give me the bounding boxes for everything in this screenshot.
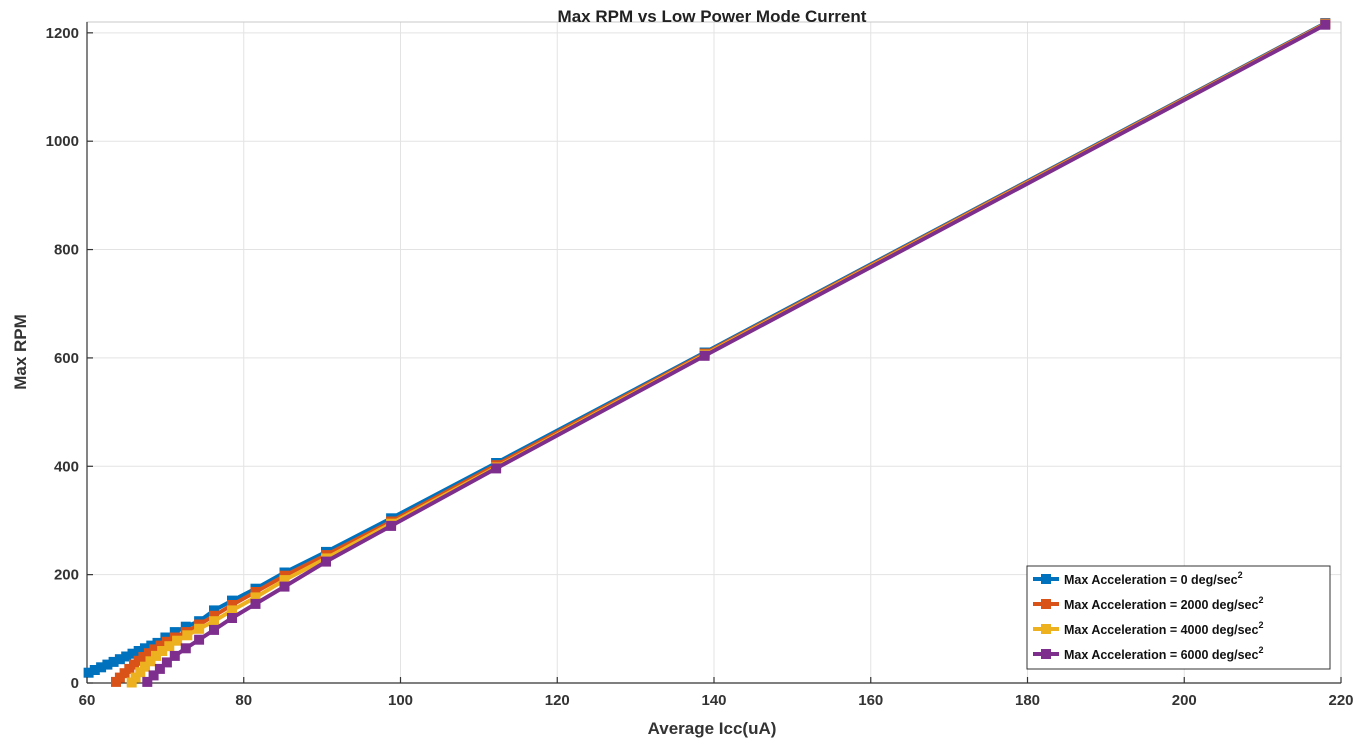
data-point (114, 654, 125, 665)
data-point (227, 600, 237, 610)
y-axis-label: Max RPM (11, 314, 30, 390)
y-tick-label: 0 (71, 675, 79, 692)
data-point (155, 640, 166, 651)
legend-label-main: Max Acceleration = 6000 deg/sec (1064, 648, 1258, 662)
data-point (250, 592, 261, 603)
data-point (108, 656, 119, 667)
data-point (135, 667, 146, 678)
data-point (83, 667, 94, 678)
data-point (699, 350, 710, 361)
data-point (154, 663, 165, 674)
data-point (133, 646, 144, 656)
data-point (279, 581, 290, 592)
data-point (386, 520, 397, 531)
x-tick-label: 120 (545, 692, 570, 709)
legend-label: Max Acceleration = 2000 deg/sec2 (1064, 595, 1263, 612)
data-point (157, 646, 168, 656)
data-point (121, 651, 132, 662)
legend-label-superscript: 2 (1238, 570, 1243, 580)
ticks-layer: 60 80 100 120 140 160 180 200 220 0 200 400 600 800 10… (46, 25, 1354, 709)
legend-entry: Max Acceleration = 6000 deg/sec2 (1033, 645, 1263, 662)
x-tick-label: 100 (388, 692, 413, 709)
data-point (209, 605, 219, 616)
data-point (127, 648, 138, 659)
data-point (169, 627, 180, 638)
legend-marker (1041, 649, 1051, 659)
data-point (209, 616, 219, 627)
x-tick-label: 220 (1328, 692, 1353, 709)
data-point (227, 613, 237, 623)
x-tick-label: 160 (858, 692, 883, 709)
data-point (164, 641, 175, 652)
x-tick-label: 140 (701, 692, 726, 709)
legend-marker (1041, 599, 1051, 609)
data-point (89, 665, 100, 675)
data-point (250, 587, 261, 597)
data-point (182, 630, 193, 641)
data-point (142, 676, 153, 687)
legend-box (1026, 565, 1331, 670)
y-tick-label: 400 (54, 458, 79, 475)
data-point (180, 621, 191, 632)
data-point (161, 657, 172, 668)
data-point (194, 623, 205, 634)
y-tick-label: 200 (54, 567, 79, 584)
legend-label: Max Acceleration = 6000 deg/sec2 (1064, 645, 1263, 662)
x-tick-label: 80 (235, 692, 252, 709)
data-point (102, 659, 113, 670)
y-tick-label: 800 (54, 242, 79, 259)
data-point (138, 652, 149, 662)
legend-label: Max Acceleration = 4000 deg/sec2 (1064, 620, 1263, 637)
chart-title: Max RPM vs Low Power Mode Current (558, 7, 867, 26)
data-point (143, 648, 154, 659)
legend-marker (1041, 574, 1051, 584)
data-point (149, 644, 160, 655)
data-point (140, 661, 150, 672)
legend-entry: Max Acceleration = 0 deg/sec2 (1033, 570, 1243, 587)
series-layer (83, 18, 1331, 688)
x-tick-label: 200 (1172, 692, 1197, 709)
series-3 (142, 19, 1331, 687)
data-point (96, 662, 107, 673)
x-axis-label: Average Icc(uA) (648, 719, 777, 738)
data-point (1320, 19, 1331, 30)
legend-label: Max Acceleration = 0 deg/sec2 (1064, 570, 1243, 587)
legend-marker (1041, 624, 1051, 634)
y-tick-label: 1000 (46, 133, 79, 150)
data-point (491, 463, 502, 474)
legend-label-superscript: 2 (1258, 645, 1263, 655)
x-tick-label: 60 (79, 692, 96, 709)
data-point (250, 598, 261, 609)
data-point (227, 605, 237, 616)
data-point (209, 610, 219, 621)
y-tick-label: 1200 (46, 25, 79, 42)
data-point (279, 575, 290, 586)
legend-entry: Max Acceleration = 4000 deg/sec2 (1033, 620, 1263, 637)
data-point (130, 672, 141, 683)
x-tick-label: 180 (1015, 692, 1040, 709)
data-point (180, 643, 191, 654)
y-tick-label: 600 (54, 350, 79, 367)
data-point (209, 624, 219, 635)
data-point (194, 634, 205, 645)
legend-entry: Max Acceleration = 2000 deg/sec2 (1033, 595, 1263, 612)
legend-label-superscript: 2 (1258, 620, 1263, 630)
legend-label-main: Max Acceleration = 4000 deg/sec (1064, 623, 1258, 637)
data-point (169, 650, 180, 661)
data-point (321, 556, 331, 567)
data-point (172, 635, 183, 646)
data-point (148, 670, 159, 681)
data-point (151, 650, 161, 661)
legend-label-main: Max Acceleration = 0 deg/sec (1064, 573, 1238, 587)
data-point (145, 656, 156, 667)
legend-label-superscript: 2 (1258, 595, 1263, 605)
legend-label-main: Max Acceleration = 2000 deg/sec (1064, 598, 1258, 612)
